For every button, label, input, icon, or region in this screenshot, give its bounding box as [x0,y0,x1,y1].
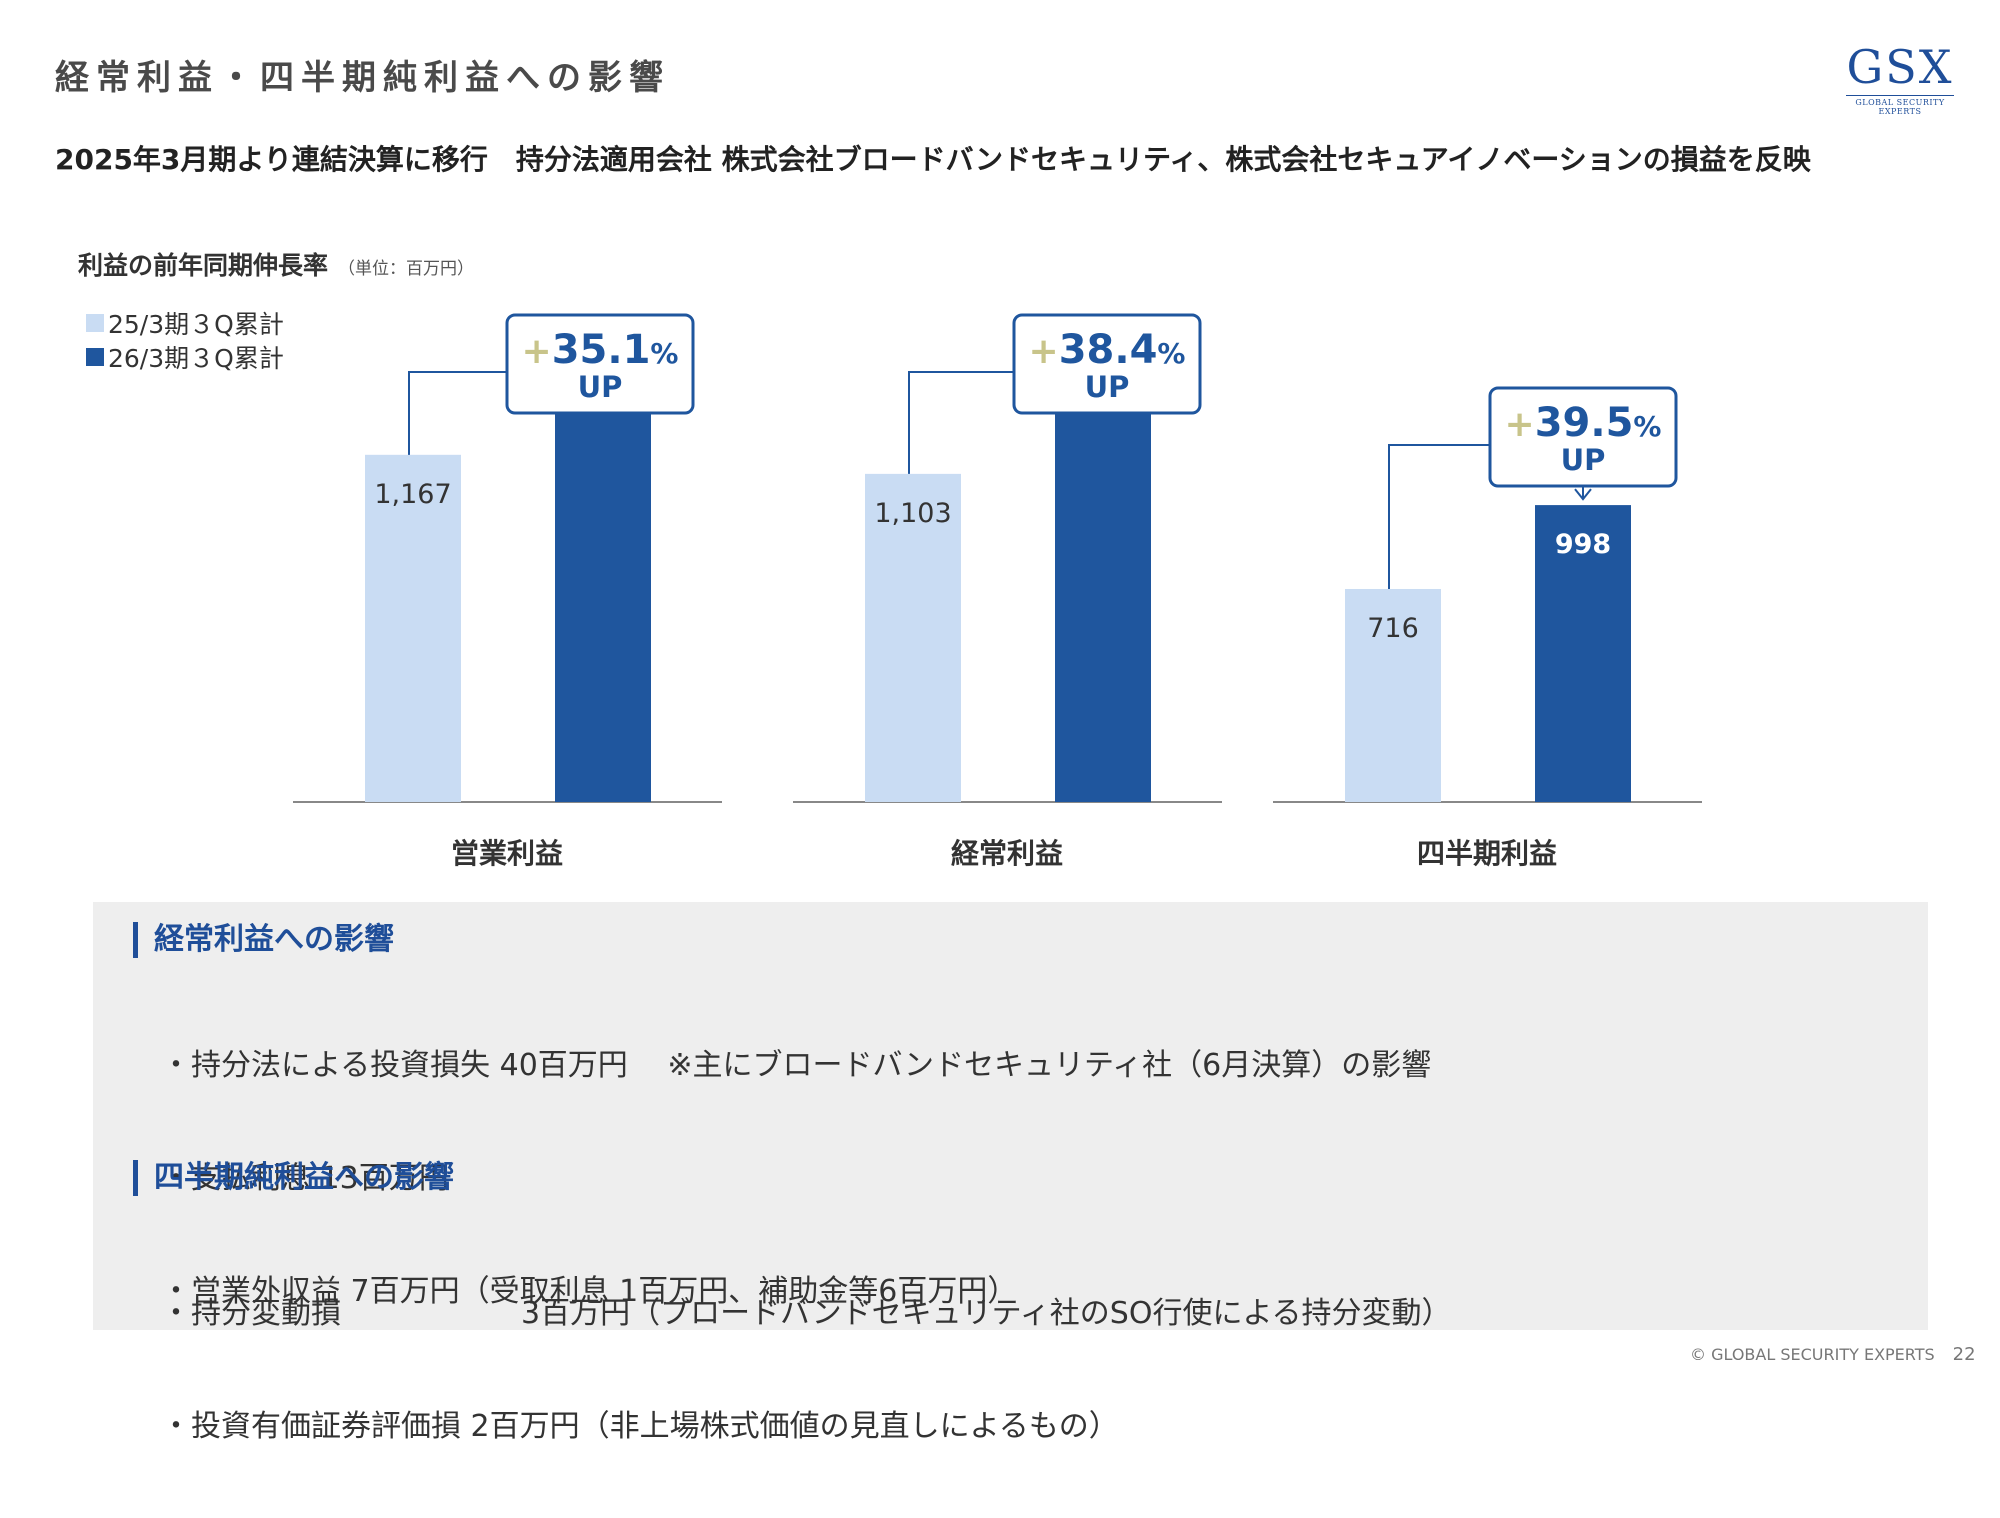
copyright-text: © GLOBAL SECURITY EXPERTS [1690,1345,1935,1364]
logo-subtext: GLOBAL SECURITY EXPERTS [1855,98,1945,116]
data-label: 1,167 [374,479,451,510]
connector-line [1388,444,1490,589]
chart-title-text: 利益の前年同期伸長率 [78,251,329,280]
page-subtitle: 2025年3月期より連結決算に移行 持分法適用会社 株式会社ブロードバンドセキュ… [55,143,1811,176]
chart-legend: 25/3期３Q累計 26/3期３Q累計 [86,306,284,374]
growth-rate: +39.5% [1505,400,1662,446]
data-label: 1,103 [874,498,951,529]
page-number: 22 [1952,1344,1976,1365]
legend-label-prev: 25/3期３Q累計 [108,310,284,339]
list-item: ・持分変動損 3百万円（ブロードバンドセキュリティ社のSO行使による持分変動） [161,1296,1452,1331]
growth-rate: +35.1% [522,327,679,373]
list-item: ・営業外収益 7百万円（受取利息 1百万円、補助金等6百万円） [161,1274,1018,1309]
bar-四半期利益-0 [1345,588,1441,802]
legend-label-current: 26/3期３Q累計 [108,344,284,373]
connector-line [408,371,507,455]
up-label: UP [1561,443,1606,477]
category-label: 四半期利益 [1417,837,1557,870]
connector-line [908,371,1014,474]
up-label: UP [1085,370,1130,404]
legend-swatch-prev [86,314,104,332]
category-label: 経常利益 [951,837,1063,870]
gsx-logo: GSX GLOBAL SECURITY EXPERTS [1840,42,1960,116]
chart-unit: （単位：百万円） [338,259,475,279]
growth-rate: +38.4% [1029,327,1186,373]
legend-item-current: 26/3期３Q累計 [86,340,284,374]
up-label: UP [578,370,623,404]
bar-四半期利益-1 [1535,505,1631,802]
impact-panel: 経常利益への影響 ・持分法による投資損失 40百万円 ※主にブロードバンドセキュ… [93,902,1928,1444]
growth-value: 39.5 [1535,400,1634,446]
growth-value: 35.1 [552,327,651,373]
bar-chart: 1,1671,578営業利益+35.1%UP1,1031,528経常利益+38.… [293,313,1702,870]
plus-sign: + [1029,331,1059,372]
legend-swatch-current [86,348,104,366]
growth-box [505,313,695,415]
arrow-head [1574,488,1592,501]
data-label: 998 [1555,529,1611,560]
list-item: ・支払利息 13百万円 [161,1161,449,1196]
section-items-ordinary: ・持分法による投資損失 40百万円 ※主にブロードバンドセキュリティ社（6月決算… [161,974,1431,1383]
bar-経常利益-1 [1055,347,1151,802]
percent-sign: % [1633,410,1661,443]
legend-item-prev: 25/3期３Q累計 [86,306,284,340]
data-label: 716 [1367,613,1419,644]
plus-sign: + [522,331,552,372]
percent-sign: % [650,337,678,370]
plus-sign: + [1505,404,1535,445]
bar-営業利益-0 [365,454,461,802]
percent-sign: % [1157,337,1185,370]
growth-value: 38.4 [1059,327,1158,373]
page-title: 経常利益・四半期純利益への影響 [55,58,670,98]
bar-経常利益-0 [865,473,961,802]
list-item: ・投資有価証券評価損 2百万円（非上場株式価値の見直しによるもの） [161,1409,1119,1444]
section-title-net: 四半期純利益への影響 [133,1160,454,1196]
growth-box [1012,313,1202,415]
category-label: 営業利益 [451,837,563,870]
growth-box [1488,386,1678,488]
logo-text: GSX [1846,40,1954,94]
section-title-ordinary: 経常利益への影響 [133,922,394,958]
logo-divider [1846,95,1954,96]
list-item: ・持分法による投資損失 40百万円 ※主にブロードバンドセキュリティ社（6月決算… [161,1048,1432,1083]
footer: © GLOBAL SECURITY EXPERTS 22 [1690,1344,1976,1365]
chart-title: 利益の前年同期伸長率 （単位：百万円） [78,246,474,282]
section-items-net: ・持分変動損 3百万円（ブロードバンドセキュリティ社のSO行使による持分変動） … [161,1222,1452,1518]
